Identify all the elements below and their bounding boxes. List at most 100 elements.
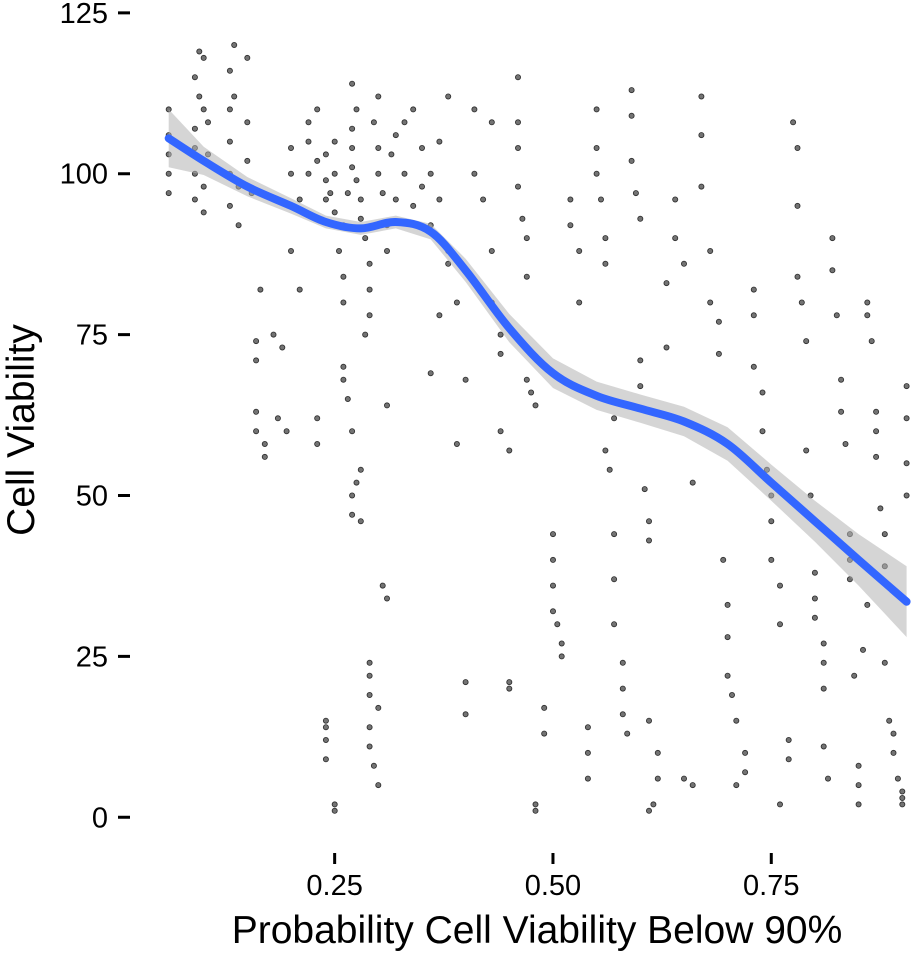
data-point [646,537,653,544]
data-point [322,196,329,203]
data-point [200,106,207,113]
data-point [165,190,172,197]
data-point [654,749,661,756]
data-point [253,428,260,435]
data-point [314,157,321,164]
data-point [357,518,364,525]
data-point [366,312,373,319]
data-point [445,93,452,100]
data-point [349,511,356,518]
x-tick-label: 0.25 [306,870,362,902]
x-tick-label: 0.75 [743,870,799,902]
data-point [191,196,198,203]
data-point [646,717,653,724]
data-point [506,679,513,686]
x-axis: 0.25 0.50 0.75 [306,853,800,902]
data-point [226,202,233,209]
data-point [724,634,731,641]
data-point [226,106,233,113]
data-point [335,247,342,254]
data-point [825,775,832,782]
data-point [418,183,425,190]
y-axis: 0 25 50 75 100 125 [60,0,130,834]
data-point [598,196,605,203]
data-point [628,87,635,94]
data-point [253,408,260,415]
data-point [344,190,351,197]
data-point [322,177,329,184]
data-point [471,106,478,113]
data-point [506,447,513,454]
data-point [619,659,626,666]
data-point [707,247,714,254]
data-point [750,312,757,319]
data-point [357,215,364,222]
data-point [611,621,618,628]
data-point [532,801,539,808]
data-point [383,402,390,409]
data-point [200,183,207,190]
data-point [720,556,727,563]
data-point [602,235,609,242]
data-point [196,48,203,55]
data-point [855,762,862,769]
data-point [803,447,810,454]
data-point [366,672,373,679]
data-point [305,170,312,177]
data-point [383,595,390,602]
data-point [287,144,294,151]
data-point [322,724,329,731]
data-point [340,376,347,383]
data-point [349,428,356,435]
data-point [349,164,356,171]
data-point [820,685,827,692]
data-point [314,415,321,422]
data-point [890,730,897,737]
data-point [881,531,888,538]
data-point [576,299,583,306]
data-point [349,80,356,87]
data-point [191,74,198,81]
data-point [903,415,910,422]
data-point [550,531,557,538]
data-point [244,119,251,126]
data-point [322,151,329,158]
data-point [375,170,382,177]
data-point [838,408,845,415]
data-point [480,196,487,203]
data-point [370,119,377,126]
data-point [353,479,360,486]
x-tick-label: 0.50 [525,870,581,902]
data-point [226,67,233,74]
data-point [550,556,557,563]
data-point [899,801,906,808]
data-point [715,350,722,357]
data-point [191,125,198,132]
data-point [584,749,591,756]
data-point [886,717,893,724]
data-point [611,531,618,538]
data-point [602,260,609,267]
data-point [550,582,557,589]
data-point [340,273,347,280]
data-point [541,704,548,711]
data-point [357,196,364,203]
data-point [261,440,268,447]
data-point [611,415,618,422]
data-point [392,196,399,203]
data-point [349,492,356,499]
data-point [742,769,749,776]
data-point [637,357,644,364]
data-point [353,106,360,113]
data-point [523,376,530,383]
data-point [523,235,530,242]
data-point [602,447,609,454]
data-point [593,144,600,151]
data-point [257,286,264,293]
data-point [410,106,417,113]
data-point [528,389,535,396]
data-point [253,357,260,364]
data-point [654,775,661,782]
data-point [650,801,657,808]
